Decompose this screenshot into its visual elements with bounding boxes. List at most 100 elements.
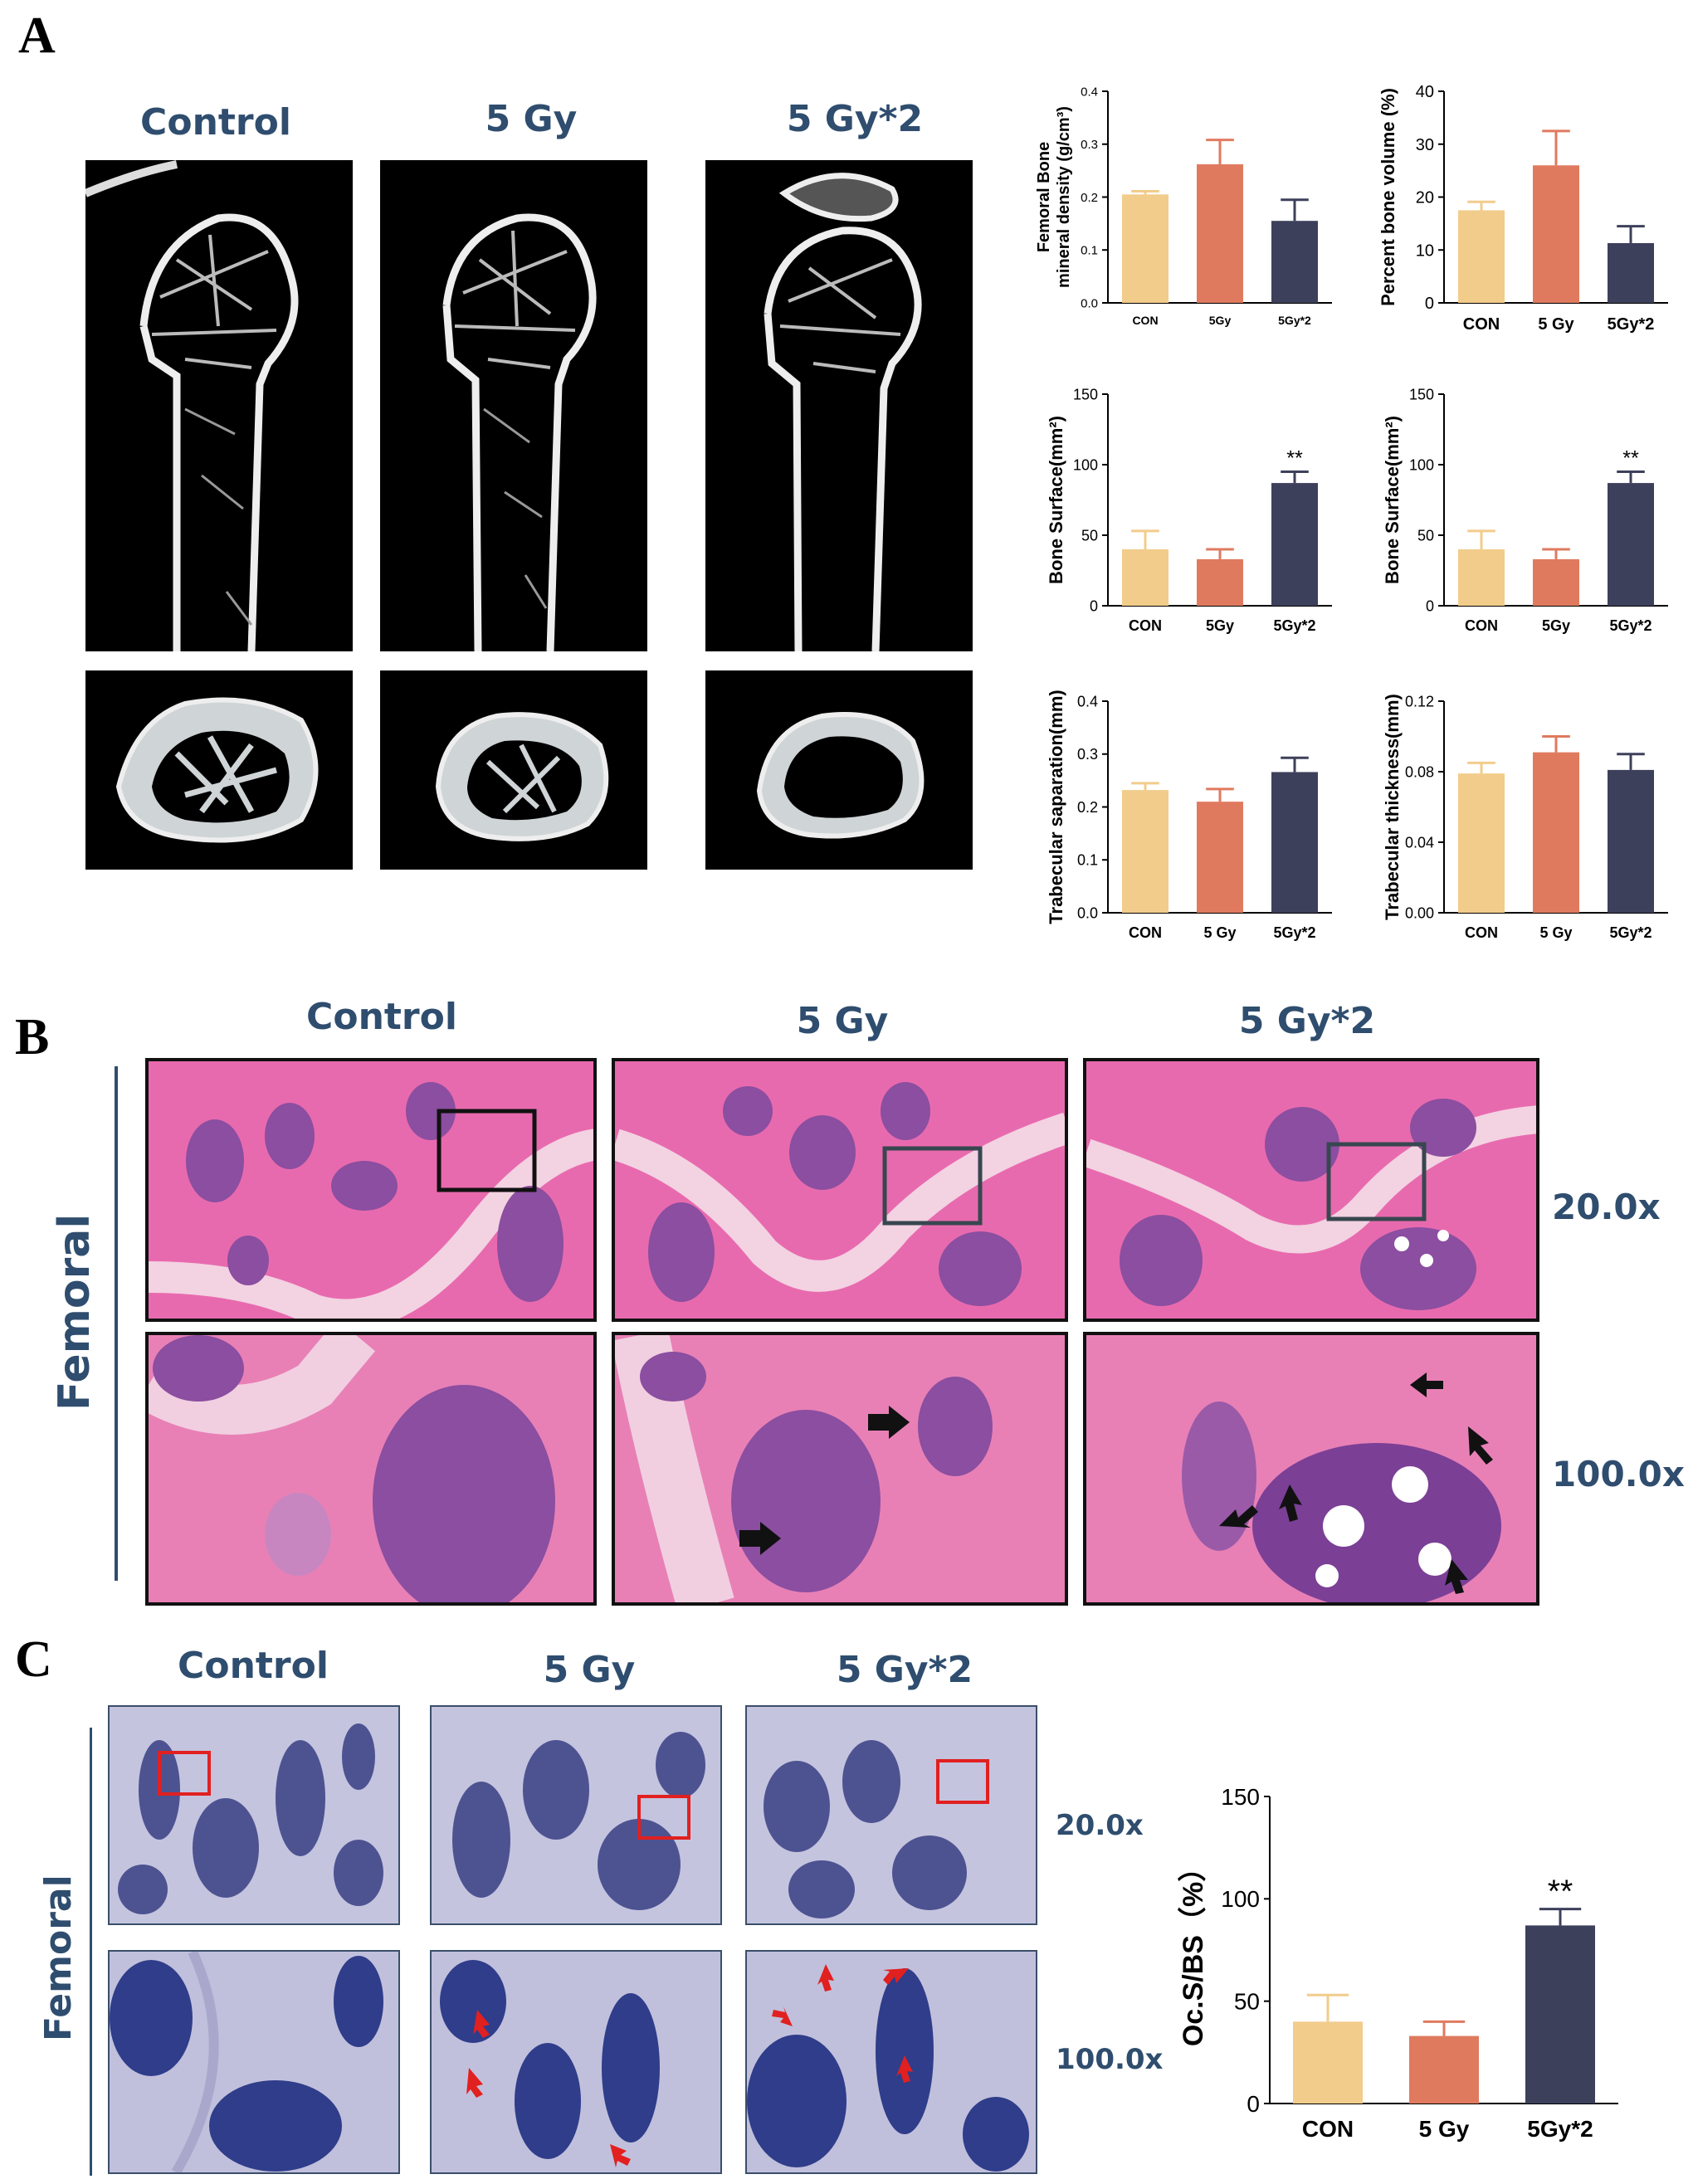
- panel-c-row-bracket: [90, 1728, 92, 2176]
- x-tick-label: 5Gy*2: [1609, 617, 1652, 634]
- he-stain-20x-5gy2: [1083, 1058, 1539, 1322]
- y-axis-label: Percent bone volume (%): [1378, 88, 1398, 306]
- y-tick-label: 50: [1234, 1988, 1260, 2014]
- panel-b-title-5gy: 5 Gy: [796, 1000, 889, 1042]
- x-tick-label: 5Gy: [1209, 314, 1232, 327]
- x-tick-label: 5Gy*2: [1527, 2116, 1593, 2142]
- panel-a-title-5gy2: 5 Gy*2: [786, 98, 924, 140]
- bar: [1409, 2035, 1479, 2104]
- panel-c-mag-100x: 100.0x: [1056, 2043, 1164, 2076]
- y-tick-label: 0: [1090, 597, 1098, 614]
- microct-femur-5gy: [380, 160, 647, 651]
- bar: [1271, 483, 1318, 606]
- significance-label: **: [1286, 447, 1303, 470]
- y-tick-label: 50: [1417, 527, 1434, 544]
- bar: [1458, 773, 1505, 913]
- x-tick-label: 5Gy*2: [1273, 924, 1315, 941]
- microct-cross-section-5gy: [380, 670, 647, 870]
- panel-a-letter: A: [18, 7, 56, 64]
- y-tick-label: 0: [1247, 2091, 1260, 2117]
- x-tick-label: 5Gy*2: [1608, 315, 1655, 334]
- chart-bone-surface-1: 0 50 100 150 CON 5Gy ** 5Gy*2 Bone Surface(mm²): [1046, 386, 1332, 634]
- bar: [1122, 549, 1169, 606]
- microct-cross-section-5gy2: [705, 670, 973, 870]
- bar: [1197, 558, 1243, 606]
- chart-bone-surface-2: 0 50 100 150 CON 5Gy ** 5Gy*2 Bone Surface(mm²): [1382, 386, 1668, 634]
- x-tick-label: CON: [1129, 924, 1162, 941]
- y-tick-label: 100: [1221, 1886, 1260, 1912]
- y-axis-label: Oc.S/BS（%）: [1177, 1854, 1209, 2046]
- x-tick-label: 5Gy: [1206, 617, 1234, 634]
- y-tick-label: 0.1: [1081, 244, 1098, 258]
- y-tick-label: 0.04: [1405, 834, 1434, 851]
- x-tick-label: CON: [1465, 617, 1498, 634]
- y-axis-label: Trabecular saparation(mm): [1046, 690, 1066, 924]
- chart-bone-mineral-density: 0.0 0.1 0.2 0.3 0.4 CON 5Gy 5Gy*2 Femoral Bone mi…: [1035, 85, 1332, 327]
- bar: [1608, 483, 1654, 606]
- bar: [1525, 1925, 1595, 2104]
- panel-b-mag-100x: 100.0x: [1552, 1454, 1685, 1494]
- panel-a-title-control: Control: [140, 101, 291, 144]
- x-tick-label: 5 Gy: [1203, 924, 1236, 941]
- y-tick-label: 150: [1409, 386, 1434, 402]
- y-tick-label: 0.4: [1077, 693, 1098, 709]
- chart-trabecular-separation: 0.0 0.1 0.2 0.3 0.4 CON 5 Gy 5Gy*2 Trabecular sa…: [1046, 690, 1332, 941]
- trap-stain-20x-5gy: [430, 1705, 722, 1925]
- y-tick-label: 150: [1073, 386, 1098, 402]
- panel-c-title-5gy: 5 Gy: [543, 1649, 636, 1691]
- panel-b-mag-20x: 20.0x: [1552, 1187, 1661, 1227]
- y-tick-label: 20: [1416, 189, 1434, 207]
- x-tick-label: 5Gy*2: [1273, 617, 1315, 634]
- significance-label: **: [1548, 1874, 1573, 1910]
- chart-trabecular-thickness: 0.00 0.04 0.08 0.12 CON 5 Gy 5Gy*2 Trabecular t…: [1382, 693, 1668, 941]
- y-tick-label: 10: [1416, 241, 1434, 260]
- bar: [1458, 549, 1505, 606]
- bar: [1533, 165, 1579, 303]
- significance-label: **: [1622, 447, 1639, 470]
- microct-cross-section-control: [85, 670, 353, 870]
- he-stain-20x-5gy: [612, 1058, 1068, 1322]
- x-tick-label: CON: [1302, 2116, 1354, 2142]
- he-stain-20x-control: [145, 1058, 597, 1322]
- y-tick-label: 100: [1073, 456, 1098, 473]
- x-tick-label: 5 Gy: [1419, 2116, 1470, 2142]
- panel-c-title-control: Control: [178, 1645, 329, 1687]
- bar: [1197, 802, 1243, 913]
- x-tick-label: 5Gy: [1542, 617, 1570, 634]
- x-tick-label: 5 Gy: [1538, 315, 1574, 334]
- x-tick-label: CON: [1132, 314, 1158, 327]
- y-tick-label: 0.2: [1081, 191, 1098, 205]
- y-tick-label: 40: [1416, 83, 1434, 101]
- panel-b-row-bracket: [115, 1066, 118, 1581]
- y-tick-label: 0: [1425, 295, 1434, 313]
- y-axis-label: Bone Surface(mm²): [1382, 416, 1403, 584]
- trap-stain-100x-5gy: [430, 1950, 722, 2174]
- bar: [1271, 221, 1318, 303]
- panel-c-row-label: Femoral: [37, 1874, 80, 2041]
- x-tick-label: CON: [1129, 617, 1162, 634]
- y-tick-label: 0.4: [1081, 85, 1098, 99]
- y-axis-label: Trabecular thickness(mm): [1382, 694, 1403, 920]
- trap-stain-100x-5gy2: [745, 1950, 1037, 2174]
- bar: [1271, 772, 1318, 913]
- panel-b-title-5gy2: 5 Gy*2: [1238, 1000, 1376, 1042]
- y-tick-label: 150: [1221, 1784, 1260, 1810]
- y-tick-label: 0.2: [1077, 799, 1098, 816]
- bar: [1293, 2021, 1363, 2104]
- y-tick-label: 0.00: [1405, 904, 1434, 921]
- y-tick-label: 30: [1416, 136, 1434, 154]
- y-tick-label: 0.3: [1077, 746, 1098, 763]
- y-tick-label: 0.3: [1081, 138, 1098, 152]
- bar: [1608, 242, 1654, 303]
- chart-percent-bone-volume: 0 10 20 30 40 CON 5 Gy 5Gy*2 Percent bone volume…: [1378, 83, 1668, 334]
- panel-c-mag-20x: 20.0x: [1056, 1809, 1144, 1842]
- he-stain-100x-5gy: [612, 1332, 1068, 1606]
- bar: [1197, 163, 1243, 303]
- x-tick-label: 5 Gy: [1539, 924, 1572, 941]
- he-stain-100x-control: [145, 1332, 597, 1606]
- y-tick-label: 0.12: [1405, 693, 1434, 709]
- x-tick-label: 5Gy*2: [1609, 924, 1652, 941]
- y-axis-label: mineral density (g/cm³): [1055, 106, 1073, 288]
- x-tick-label: CON: [1465, 924, 1498, 941]
- bar: [1122, 194, 1169, 303]
